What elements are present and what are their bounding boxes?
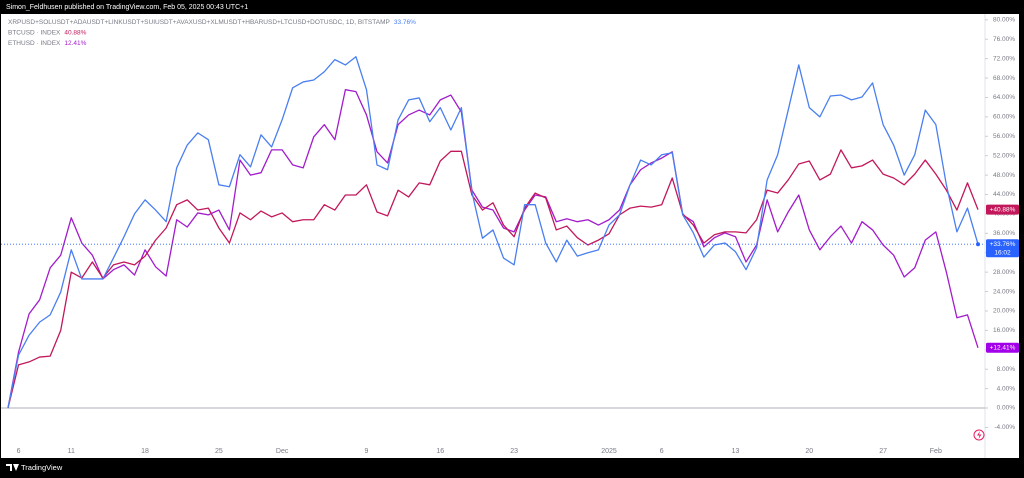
y-tick-label: 44.00% — [993, 191, 1015, 198]
y-tick-label: 76.00% — [993, 36, 1015, 43]
series-line — [7, 89, 979, 409]
y-tick-label: 80.00% — [993, 17, 1015, 24]
y-tick-label: 24.00% — [993, 288, 1015, 295]
lightning-icon — [973, 429, 985, 441]
x-tick-label: 6 — [660, 448, 664, 455]
series-line — [7, 56, 979, 409]
price-tag — [986, 239, 1019, 258]
y-tick-label: 36.00% — [993, 230, 1015, 237]
tradingview-logo — [6, 464, 19, 471]
y-tick-label: 52.00% — [993, 152, 1015, 159]
y-tick-label: 20.00% — [993, 308, 1015, 315]
legend-value: 12.41% — [64, 40, 86, 47]
x-tick-label: 13 — [732, 448, 740, 455]
y-tick-label: 0.00% — [997, 405, 1016, 412]
price-tag-label: +33.76% — [990, 241, 1016, 248]
x-tick-label: 23 — [510, 448, 518, 455]
x-tick-label: Dec — [276, 448, 289, 455]
y-tick-label: 4.00% — [997, 385, 1016, 392]
x-tick-label: 18 — [141, 448, 149, 455]
x-tick-label: 20 — [805, 448, 813, 455]
x-tick-label: 2025 — [601, 448, 617, 455]
price-tag — [986, 204, 1019, 215]
publish-header: Simon_Feldhusen published on TradingView… — [6, 4, 248, 11]
price-tag-label: +12.41% — [990, 345, 1016, 352]
x-tick-label: 16 — [436, 448, 444, 455]
y-tick-label: 56.00% — [993, 133, 1015, 140]
legend-entry: ETHUSD · INDEX 12.41% — [8, 40, 87, 47]
chart-panel — [1, 14, 1019, 458]
price-tag-label: +40.88% — [990, 206, 1016, 213]
y-tick-label: 60.00% — [993, 114, 1015, 121]
price-tag — [986, 342, 1019, 353]
legend-entry: XRPUSD+SOLUSDT+ADAUSDT+LINKUSDT+SUIUSDT+… — [8, 19, 416, 26]
countdown-label: 16:02 — [994, 249, 1011, 256]
legend-name: XRPUSD+SOLUSDT+ADAUSDT+LINKUSDT+SUIUSDT+… — [8, 19, 390, 26]
y-tick-label: 68.00% — [993, 75, 1015, 82]
legend-name: BTCUSD · INDEX — [8, 29, 61, 36]
legend-value: 40.88% — [64, 29, 86, 36]
y-tick-label: 48.00% — [993, 172, 1015, 179]
x-tick-label: 11 — [68, 448, 75, 455]
y-tick-label: 8.00% — [997, 366, 1016, 373]
y-tick-label: 72.00% — [993, 55, 1015, 62]
y-tick-label: 64.00% — [993, 94, 1015, 101]
series-line — [7, 149, 979, 409]
y-tick-label: 28.00% — [993, 269, 1015, 276]
footer-brand: TradingView — [21, 463, 63, 472]
x-tick-label: 27 — [879, 448, 887, 455]
legend-value: 33.76% — [394, 19, 416, 26]
legend-name: ETHUSD · INDEX — [8, 40, 61, 47]
x-tick-label: Feb — [930, 448, 942, 455]
last-point — [976, 242, 980, 247]
x-tick-label: 9 — [365, 448, 369, 455]
x-tick-label: 6 — [17, 448, 21, 455]
y-tick-label: -4.00% — [994, 424, 1015, 431]
y-tick-label: 16.00% — [993, 327, 1015, 334]
legend-entry: BTCUSD · INDEX 40.88% — [8, 29, 87, 36]
x-tick-label: 25 — [215, 448, 223, 455]
